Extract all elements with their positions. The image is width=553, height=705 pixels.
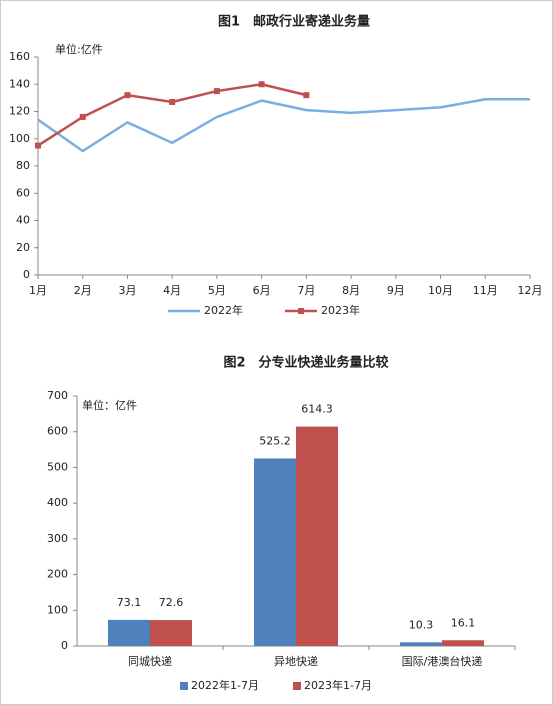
line xyxy=(37,97,530,153)
unit-label: 单位：亿件 xyxy=(82,398,137,412)
legend-swatch xyxy=(180,682,188,690)
unit-label: 单位:亿件 xyxy=(55,42,103,56)
x-tick-label: 5月 xyxy=(208,284,226,297)
y-tick-label: 400 xyxy=(47,496,68,509)
x-tick-label: 10月 xyxy=(428,284,453,297)
y-tick-label: 40 xyxy=(16,214,30,227)
y-tick-label: 500 xyxy=(47,460,68,473)
value-label: 16.1 xyxy=(451,616,476,629)
x-tick-label: 1月 xyxy=(29,284,47,297)
y-tick-label: 600 xyxy=(47,425,68,438)
x-tick-label: 8月 xyxy=(342,284,360,297)
x-tick-label: 2月 xyxy=(74,284,92,297)
x-tick-label: 4月 xyxy=(163,284,181,297)
y-tick-label: 140 xyxy=(9,77,30,90)
y-tick-label: 0 xyxy=(61,639,68,652)
y-tick-label: 20 xyxy=(16,241,30,254)
point xyxy=(124,92,131,99)
y-tick-label: 120 xyxy=(9,105,30,118)
bar xyxy=(254,458,296,646)
x-tick-label: 6月 xyxy=(253,284,271,297)
y-tick-label: 160 xyxy=(9,50,30,63)
point xyxy=(303,92,310,99)
y-tick-label: 300 xyxy=(47,532,68,545)
value-label: 10.3 xyxy=(409,618,434,631)
x-tick-label: 11月 xyxy=(473,284,498,297)
value-label: 73.1 xyxy=(117,596,142,609)
chart-title: 图1 邮政行业寄递业务量 xyxy=(218,14,370,30)
point xyxy=(79,113,86,120)
y-tick-label: 0 xyxy=(23,268,30,281)
y-tick-label: 200 xyxy=(47,568,68,581)
value-label: 72.6 xyxy=(159,596,184,609)
legend-label: 2023年1-7月 xyxy=(304,678,372,692)
legend-marker xyxy=(298,308,304,314)
y-tick-label: 60 xyxy=(16,186,30,199)
y-tick-label: 700 xyxy=(47,389,68,402)
point xyxy=(35,142,41,149)
y-tick-label: 80 xyxy=(16,159,30,172)
x-tick-label: 3月 xyxy=(118,284,136,297)
bar xyxy=(150,620,192,646)
bar xyxy=(400,642,442,646)
legend-label: 2022年1-7月 xyxy=(191,678,259,692)
y-tick-label: 100 xyxy=(9,132,30,145)
x-tick-label: 9月 xyxy=(387,284,405,297)
x-tick-label: 7月 xyxy=(297,284,315,297)
point xyxy=(213,88,220,95)
bar xyxy=(108,619,150,646)
value-label: 525.2 xyxy=(259,434,291,447)
bar xyxy=(296,426,338,646)
x-tick-label: 12月 xyxy=(518,284,543,297)
x-tick-label: 同城快递 xyxy=(128,654,172,668)
x-tick-label: 异地快递 xyxy=(274,654,318,668)
point xyxy=(258,81,265,88)
y-tick-label: 100 xyxy=(47,603,68,616)
legend-label: 2023年 xyxy=(321,303,360,317)
legend-label: 2022年 xyxy=(204,303,243,317)
x-tick-label: 国际/港澳台快递 xyxy=(402,654,483,668)
value-label: 614.3 xyxy=(301,403,333,416)
point xyxy=(169,98,176,105)
chart-title: 图2 分专业快递业务量比较 xyxy=(223,355,388,371)
bar xyxy=(442,640,484,646)
legend-swatch xyxy=(293,682,301,690)
